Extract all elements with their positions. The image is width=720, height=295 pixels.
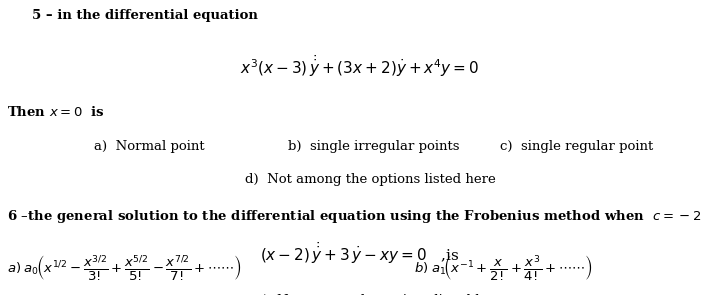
Text: 6 –the general solution to the differential equation using the Frobenius method : 6 –the general solution to the different… (7, 208, 701, 225)
Text: d)  Not among the options listed here: d) Not among the options listed here (245, 173, 495, 186)
Text: $b)\; a_1\!\left( x^{-1} + \dfrac{x}{2!} + \dfrac{x^3}{4!} + \cdots\cdots \right: $b)\; a_1\!\left( x^{-1} + \dfrac{x}{2!}… (414, 254, 593, 283)
Text: c)  single regular point: c) single regular point (500, 140, 654, 153)
Text: $(x-2)\,\dot{\dot{y}} + 3\,\dot{y} - xy = 0$   ,is: $(x-2)\,\dot{\dot{y}} + 3\,\dot{y} - xy … (261, 240, 459, 266)
Text: a)  Normal point: a) Normal point (94, 140, 204, 153)
Text: Then $x=0$  is: Then $x=0$ is (7, 105, 105, 119)
Text: b)  single irregular points: b) single irregular points (288, 140, 459, 153)
Text: c)  Not among the options listed here: c) Not among the options listed here (256, 294, 505, 295)
Text: 5 – in the differential equation: 5 – in the differential equation (32, 9, 258, 22)
Text: $x^3(x-3)\,\dot{\dot{y}} + (3x+2)\dot{y} + x^4 y = 0$: $x^3(x-3)\,\dot{\dot{y}} + (3x+2)\dot{y}… (240, 53, 480, 79)
Text: $a)\; a_0\!\left( x^{1/2} - \dfrac{x^{3/2}}{3!} + \dfrac{x^{5/2}}{5!} - \dfrac{x: $a)\; a_0\!\left( x^{1/2} - \dfrac{x^{3/… (7, 254, 242, 283)
